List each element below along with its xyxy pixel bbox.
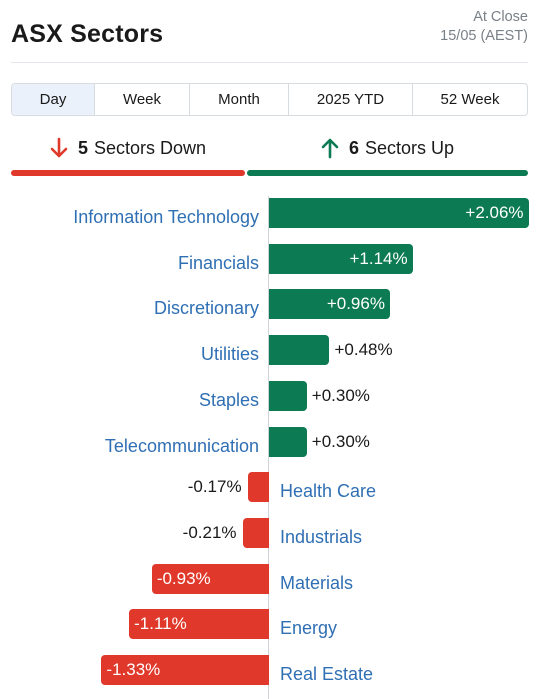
value-label-industrials: -0.21% xyxy=(182,522,237,542)
sectors-down-count: 5 xyxy=(77,137,88,158)
value-label-materials: -0.93% xyxy=(156,568,211,588)
sectors-down-summary: 5 Sectors Down xyxy=(11,132,245,164)
bar-materials xyxy=(151,563,269,594)
value-label-financials: +1.14% xyxy=(349,248,408,268)
market-status-label: At Close xyxy=(473,9,528,25)
period-tabs: Day Week Month 2025 YTD 52 Week xyxy=(11,83,528,116)
chart-zero-axis xyxy=(268,196,269,699)
sector-link-industrials[interactable]: Industrials xyxy=(280,526,363,547)
tab-day[interactable]: Day xyxy=(12,84,95,115)
value-label-staples: +0.30% xyxy=(311,385,370,405)
market-status: At Close 15/05 (AEST) xyxy=(440,8,528,46)
tab-month[interactable]: Month xyxy=(190,84,289,115)
value-label-health-care: -0.17% xyxy=(187,477,242,497)
header-divider xyxy=(11,62,528,63)
value-label-energy: -1.11% xyxy=(134,614,187,634)
value-label-real-estate: -1.33% xyxy=(106,660,161,679)
bar-information-technology xyxy=(269,198,529,228)
bar-real-estate xyxy=(101,655,269,685)
sector-link-financials[interactable]: Financials xyxy=(177,252,259,273)
sectors-up-summary: 6 Sectors Up xyxy=(247,132,528,164)
bar-energy xyxy=(129,609,269,640)
value-label-telecommunication: +0.30% xyxy=(311,431,370,451)
bar-utilities xyxy=(269,335,330,366)
tab-52-week[interactable]: 52 Week xyxy=(440,91,500,108)
arrow-up-icon xyxy=(321,138,339,159)
arrow-down-icon xyxy=(50,137,68,158)
market-status-date: 15/05 (AEST) xyxy=(440,28,528,44)
sector-link-health-care[interactable]: Health Care xyxy=(280,481,377,502)
sectors-up-text: Sectors Up xyxy=(364,137,455,158)
tab-week[interactable]: Week xyxy=(95,84,190,115)
sectors-down-bar xyxy=(11,170,245,176)
bar-discretionary xyxy=(269,289,390,320)
tab-2025-ytd[interactable]: 2025 YTD xyxy=(289,84,413,115)
bar-industrials xyxy=(242,517,269,548)
sector-link-telecommunication[interactable]: Telecommunication xyxy=(104,435,259,456)
sector-link-energy[interactable]: Energy xyxy=(280,618,338,639)
page-title: ASX Sectors xyxy=(11,20,164,48)
value-label-information-technology: +2.06% xyxy=(465,203,524,222)
sector-link-staples[interactable]: Staples xyxy=(198,389,259,410)
value-label-discretionary: +0.96% xyxy=(326,294,385,314)
sector-link-information-technology[interactable]: Information Technology xyxy=(73,207,259,227)
sector-link-discretionary[interactable]: Discretionary xyxy=(153,298,259,319)
sectors-down-text: Sectors Down xyxy=(93,137,207,158)
sectors-up-count: 6 xyxy=(348,137,359,158)
sectors-up-bar xyxy=(247,170,528,176)
sector-link-real-estate[interactable]: Real Estate xyxy=(280,664,374,684)
bar-health-care xyxy=(247,472,269,503)
bar-staples xyxy=(269,380,307,411)
sector-link-utilities[interactable]: Utilities xyxy=(200,344,259,365)
bar-telecommunication xyxy=(269,426,307,457)
value-label-utilities: +0.48% xyxy=(334,340,393,360)
sector-link-materials[interactable]: Materials xyxy=(280,572,354,593)
bar-financials xyxy=(269,243,413,274)
